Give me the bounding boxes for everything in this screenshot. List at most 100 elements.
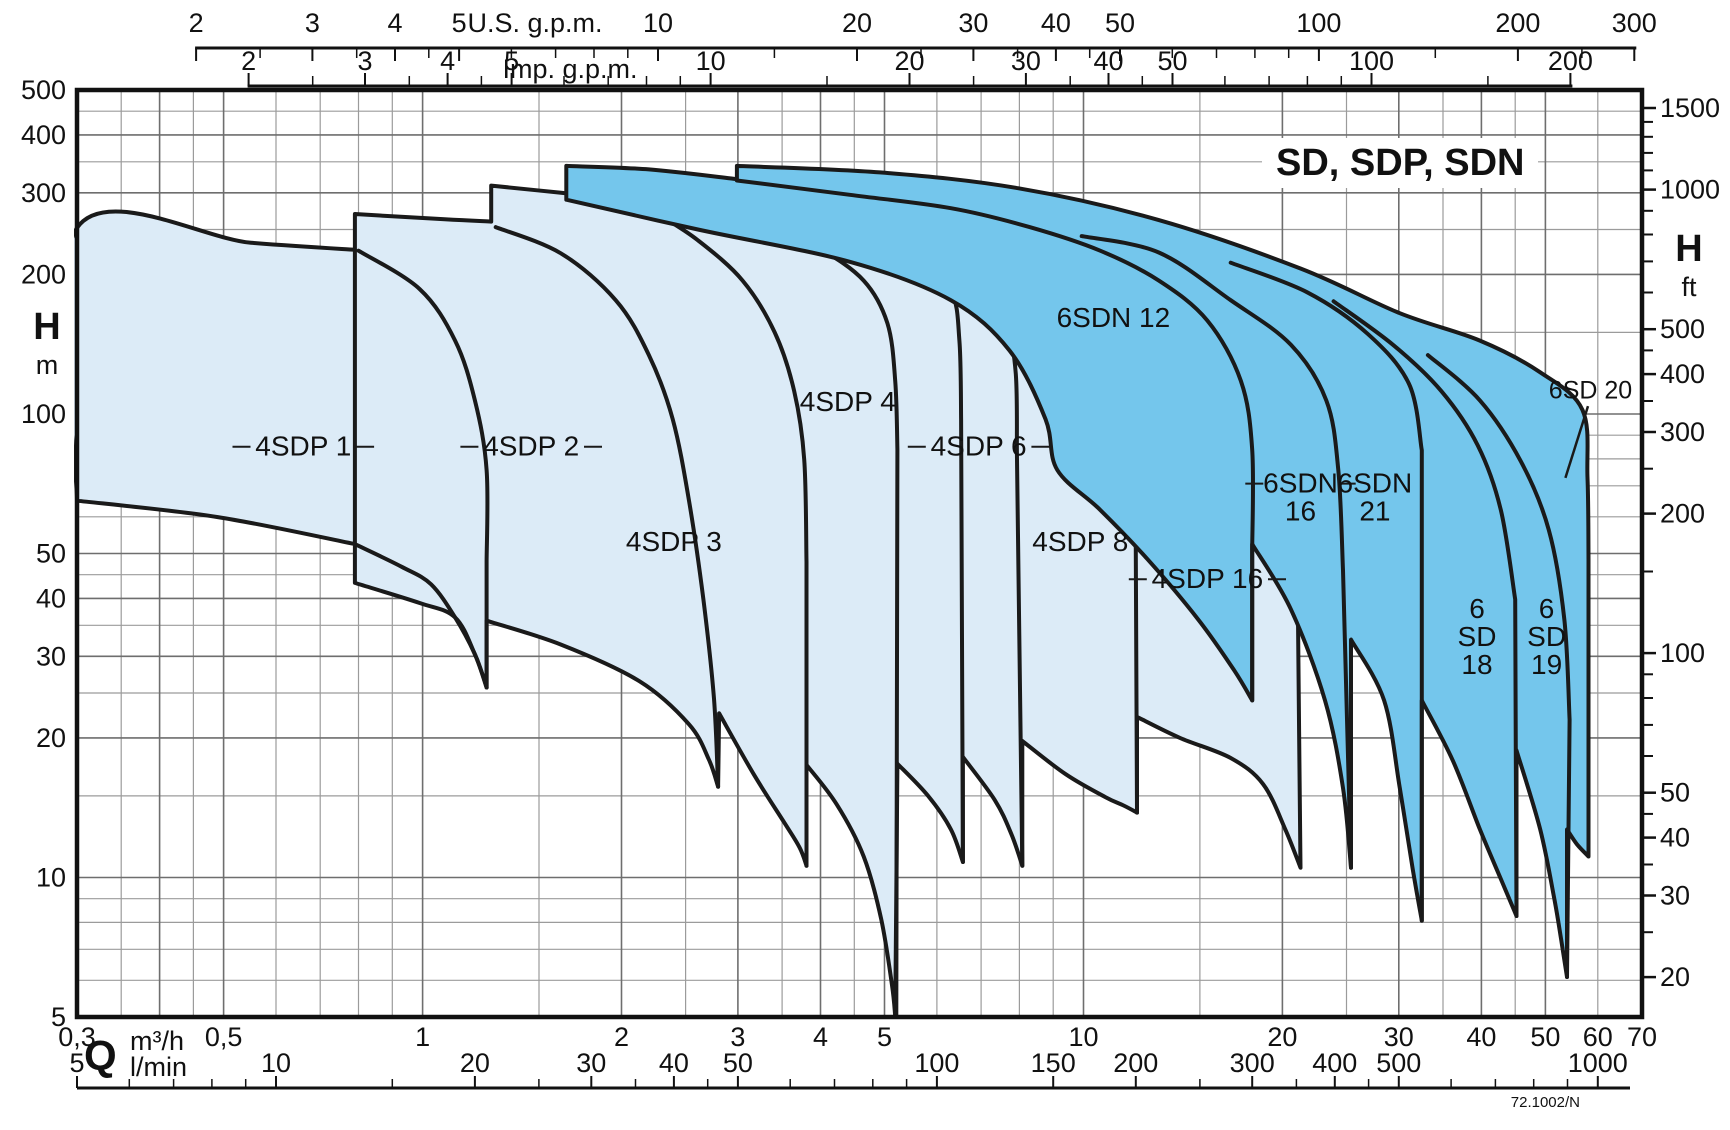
pump-envelope-label: 4SDP 1 (255, 431, 351, 462)
q-m3h-tick-label: 50 (1530, 1022, 1560, 1052)
pump-envelope-boundary (1228, 260, 1424, 923)
pump-envelope-label: 6SDN (1338, 468, 1413, 499)
q-m3h-tick-label: 4 (813, 1022, 828, 1052)
us-gpm-tick-label: 40 (1041, 8, 1071, 38)
q-m3h-tick-label: 20 (1267, 1022, 1297, 1052)
head-axis-symbol-left: H (33, 306, 61, 348)
pump-envelope-label: 4SDP 6 (931, 431, 1027, 462)
us-gpm-tick-label: 20 (842, 8, 872, 38)
imp-gpm-tick-label: 50 (1157, 46, 1187, 76)
pump-envelope-boundary (1425, 353, 1572, 979)
h-ft-tick-label: 30 (1660, 881, 1690, 911)
us-gpm-tick-label: 300 (1612, 8, 1657, 38)
axis-imp-gpm: 2 3 4 5 10 20 30 40 50 100 200 (241, 46, 1593, 88)
q-lmin-tick-label: 30 (576, 1048, 606, 1078)
imp-gpm-tick-label: 3 (357, 46, 372, 76)
pump-envelope-label: 16 (1285, 496, 1316, 527)
us-gpm-tick-label: 4 (387, 8, 402, 38)
us-gpm-tick-label: 3 (305, 8, 320, 38)
q-lmin-tick-label: 400 (1312, 1048, 1357, 1078)
h-m-tick-label: 30 (36, 641, 66, 671)
pump-envelope-label: 6SD 20 (1549, 376, 1632, 404)
pump-envelope-boundary (352, 542, 489, 690)
q-m3h-tick-label: 70 (1627, 1022, 1657, 1052)
q-lmin-tick-label: 200 (1113, 1048, 1158, 1078)
pump-envelope-label: 4SDP 16 (1152, 563, 1264, 594)
pump-envelope-label: 4SDP 4 (800, 386, 896, 417)
q-lmin-tick-label: 100 (914, 1048, 959, 1078)
imp-gpm-tick-label: 10 (696, 46, 726, 76)
h-m-tick-label: 5 (51, 1002, 66, 1032)
pump-envelope-label: 6 (1539, 593, 1555, 624)
q-lmin-tick-label: 1000 (1568, 1048, 1628, 1078)
q-lmin-tick-label: 5 (69, 1048, 84, 1078)
h-ft-tick-label: 500 (1660, 314, 1705, 344)
h-ft-tick-label: 200 (1660, 499, 1705, 529)
pump-envelope-label: SD (1458, 621, 1497, 652)
axis-us-gpm: 2 3 4 5 10 20 30 40 50 100 200 300 (189, 8, 1657, 61)
imp-gpm-tick-label: 20 (894, 46, 924, 76)
imp-gpm-axis-label: Imp. g.p.m. (502, 54, 638, 84)
axis-q-m3h: 0,3 0,5 1 2 3 4 5 10 20 30 40 50 60 70 (58, 1022, 1657, 1052)
q-m3h-tick-label: 30 (1384, 1022, 1414, 1052)
q-m3h-tick-label: 0,3 (58, 1022, 96, 1052)
imp-gpm-tick-label: 5 (504, 46, 519, 76)
h-ft-tick-label: 300 (1660, 417, 1705, 447)
q-lmin-tick-label: 10 (261, 1048, 291, 1078)
h-ft-tick-label: 1000 (1660, 175, 1720, 205)
axis-h-ft: 1500 1000 500 400 300 200 100 50 40 30 20 (1642, 93, 1720, 992)
flow-axis-unit-m3h: m³/h (130, 1026, 184, 1056)
us-gpm-tick-label: 5 (452, 8, 467, 38)
h-m-tick-label: 20 (36, 723, 66, 753)
pump-envelope-label: 4SDP 2 (483, 431, 579, 462)
dark-envelopes-layer (564, 163, 1591, 979)
us-gpm-tick-label: 100 (1296, 8, 1341, 38)
h-m-tick-label: 300 (21, 178, 66, 208)
chart-title: SD, SDP, SDN (1262, 138, 1539, 188)
pump-envelope-label: 18 (1461, 649, 1492, 680)
pump-envelope-label: 6 (1469, 593, 1485, 624)
pump-envelope-label: 19 (1531, 649, 1562, 680)
q-lmin-tick-label: 300 (1230, 1048, 1275, 1078)
q-m3h-tick-label: 5 (877, 1022, 892, 1052)
head-axis-symbol-right: H (1675, 228, 1703, 270)
flow-axis-symbol: Q (84, 1032, 117, 1079)
q-lmin-tick-label: 20 (460, 1048, 490, 1078)
pump-envelope-label: 21 (1359, 496, 1390, 527)
h-ft-tick-label: 1500 (1660, 93, 1720, 123)
head-axis-unit-left: m (35, 350, 59, 380)
h-m-tick-label: 200 (21, 259, 66, 289)
axis-q-lmin: 5 10 20 30 40 50 100 150 200 300 400 500 1000 (69, 1048, 1630, 1090)
h-ft-tick-label: 40 (1660, 823, 1690, 853)
us-gpm-tick-label: 10 (643, 8, 673, 38)
q-lmin-tick-label: 40 (659, 1048, 689, 1078)
q-m3h-tick-label: 2 (614, 1022, 629, 1052)
h-ft-tick-label: 100 (1660, 638, 1705, 668)
q-m3h-tick-label: 60 (1583, 1022, 1613, 1052)
pump-envelope-boundary (734, 178, 1256, 703)
pump-envelope-boundary (356, 248, 490, 690)
pump-envelope-label: SD (1527, 621, 1566, 652)
us-gpm-tick-label: 2 (189, 8, 204, 38)
pump-envelope-label: 4SDP 8 (1032, 526, 1128, 557)
q-m3h-tick-label: 1 (415, 1022, 430, 1052)
q-lmin-tick-label: 50 (723, 1048, 753, 1078)
pump-envelope-boundary (1331, 299, 1519, 918)
h-m-tick-label: 10 (36, 863, 66, 893)
imp-gpm-tick-label: 30 (1011, 46, 1041, 76)
pump-envelope-boundary (1079, 234, 1353, 870)
pump-labels-layer: 4SDP 1 4SDP 2 4SDP 3 4SDP 4 4SDP 6 4SDP 8 4SDP… (232, 302, 1632, 680)
us-gpm-tick-label: 50 (1105, 8, 1135, 38)
pump-envelope-boundary (657, 212, 809, 868)
h-m-tick-label: 500 (21, 75, 66, 105)
q-m3h-tick-label: 0,5 (205, 1022, 243, 1052)
axis-h-m: 500 400 300 200 100 50 40 30 20 10 5 (21, 75, 66, 1032)
us-gpm-tick-label: 200 (1495, 8, 1540, 38)
imp-gpm-tick-label: 40 (1093, 46, 1123, 76)
h-m-tick-label: 400 (21, 120, 66, 150)
head-axis-unit-right: ft (1681, 272, 1697, 302)
label-leader-line (1564, 405, 1590, 479)
q-m3h-tick-label: 10 (1068, 1022, 1098, 1052)
pump-envelope-region (564, 163, 1591, 979)
